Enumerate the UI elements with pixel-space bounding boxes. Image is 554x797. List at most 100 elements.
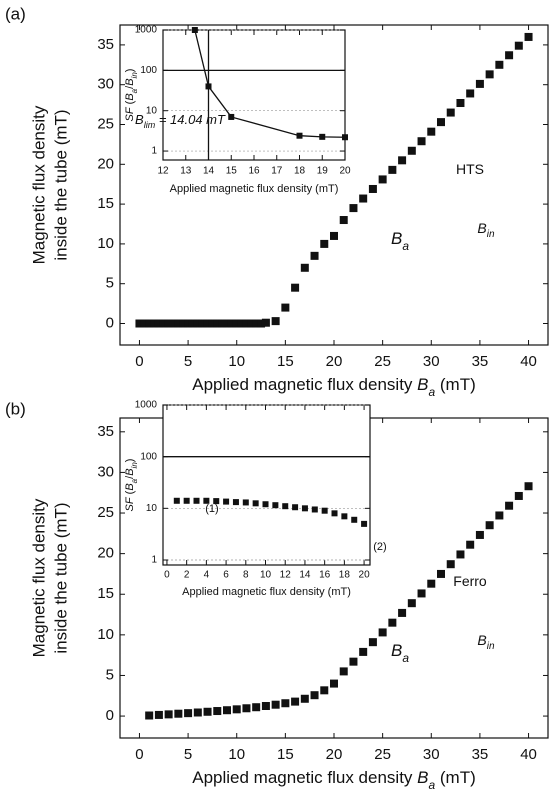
y-tick-label: 0 bbox=[106, 707, 114, 724]
data-point bbox=[300, 694, 309, 703]
data-point bbox=[174, 709, 183, 718]
data-point bbox=[427, 579, 436, 588]
x-tick-label: 25 bbox=[374, 746, 391, 763]
x-tick-label: 16 bbox=[248, 166, 260, 177]
text-part: B bbox=[391, 641, 402, 660]
text-part: a bbox=[130, 478, 139, 483]
data-point bbox=[208, 319, 217, 328]
data-point bbox=[223, 706, 231, 715]
data-point bbox=[495, 511, 504, 520]
data-point bbox=[320, 686, 329, 695]
plot-frame bbox=[162, 404, 371, 566]
text-part: SF bbox=[124, 106, 136, 121]
data-point bbox=[184, 319, 193, 328]
x-tick-label: 0 bbox=[135, 746, 143, 763]
data-point bbox=[203, 707, 212, 716]
data-point bbox=[475, 79, 484, 88]
data-point bbox=[179, 319, 188, 328]
text-part: B bbox=[124, 78, 136, 85]
plot-frame bbox=[162, 29, 346, 161]
data-point bbox=[446, 108, 455, 117]
x-tick-label: 30 bbox=[423, 746, 440, 763]
y-tick-label: 25 bbox=[97, 115, 114, 132]
x-tick-label: 10 bbox=[228, 746, 245, 763]
data-point bbox=[524, 32, 533, 41]
data-point bbox=[524, 482, 533, 491]
panel-label: (a) bbox=[5, 4, 26, 23]
data-point bbox=[145, 319, 154, 328]
x-tick-label: 5 bbox=[184, 746, 192, 763]
y-axis-title: SF (Ba/Bin) bbox=[124, 69, 139, 122]
data-point bbox=[505, 501, 514, 510]
data-point bbox=[262, 501, 269, 508]
data-point bbox=[407, 599, 416, 608]
text-part: / bbox=[124, 475, 136, 479]
data-point bbox=[310, 691, 319, 700]
data-point bbox=[193, 497, 200, 504]
data-point bbox=[173, 497, 180, 504]
data-point bbox=[417, 137, 426, 146]
text-part: a bbox=[402, 651, 409, 665]
data-point bbox=[514, 41, 523, 50]
data-point bbox=[320, 239, 329, 248]
annotation: Ferro bbox=[453, 573, 487, 589]
x-tick-label: 16 bbox=[319, 570, 331, 581]
data-point bbox=[159, 319, 168, 328]
data-point bbox=[359, 647, 368, 656]
x-tick-label: 35 bbox=[472, 353, 489, 370]
text-part: a bbox=[402, 239, 409, 253]
x-tick-label: 2 bbox=[184, 570, 190, 581]
panel-label: (b) bbox=[5, 399, 26, 418]
data-point bbox=[466, 89, 475, 98]
text-part: in bbox=[130, 462, 139, 469]
data-point bbox=[466, 540, 475, 549]
text-part: (1) bbox=[205, 503, 218, 515]
data-point bbox=[198, 319, 207, 328]
text-part: ( bbox=[124, 100, 136, 107]
data-point bbox=[330, 231, 338, 240]
text-part: = 14.04 mT bbox=[155, 112, 226, 127]
data-point bbox=[232, 705, 241, 714]
data-point bbox=[223, 319, 231, 328]
series-line bbox=[194, 29, 346, 138]
data-point bbox=[388, 165, 397, 174]
data-point bbox=[311, 506, 318, 513]
data-point bbox=[271, 317, 280, 326]
annotation: Bin bbox=[477, 632, 495, 652]
text-part: / bbox=[124, 85, 136, 89]
text-part: in bbox=[487, 641, 495, 652]
annotation: Bin bbox=[477, 220, 495, 240]
data-point bbox=[252, 500, 259, 507]
data-point bbox=[135, 319, 144, 328]
data-point bbox=[218, 319, 227, 328]
y-axis-title: SF (Ba/Bin) bbox=[124, 459, 139, 512]
y-tick-label: 1000 bbox=[135, 25, 158, 36]
data-point bbox=[388, 618, 397, 627]
text-part: B bbox=[135, 112, 144, 127]
data-point bbox=[191, 27, 198, 33]
x-tick-label: 35 bbox=[472, 746, 489, 763]
data-point bbox=[407, 146, 416, 155]
data-point bbox=[281, 303, 290, 312]
x-tick-label: 15 bbox=[226, 166, 238, 177]
data-point bbox=[321, 507, 328, 514]
text-part: B bbox=[417, 375, 428, 394]
annotation: HTS bbox=[456, 161, 484, 177]
data-point bbox=[140, 319, 149, 328]
data-point bbox=[368, 638, 377, 647]
x-tick-label: 18 bbox=[339, 570, 351, 581]
x-tick-label: 18 bbox=[294, 166, 306, 177]
data-point bbox=[213, 319, 222, 328]
y-tick-label: 30 bbox=[97, 463, 114, 480]
data-point bbox=[252, 319, 261, 328]
x-tick-label: 14 bbox=[203, 166, 215, 177]
y-tick-label: 30 bbox=[97, 76, 114, 93]
y-tick-label: 15 bbox=[97, 585, 114, 602]
text-part: B bbox=[124, 468, 136, 475]
data-point bbox=[456, 99, 465, 108]
data-point bbox=[228, 113, 235, 120]
data-point bbox=[330, 679, 338, 688]
data-point bbox=[310, 251, 319, 260]
data-point bbox=[291, 283, 300, 292]
